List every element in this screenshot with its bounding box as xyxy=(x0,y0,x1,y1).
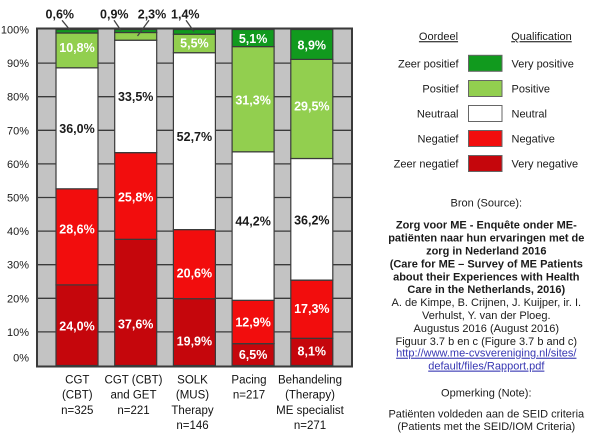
svg-text:33,5%: 33,5% xyxy=(118,90,153,104)
svg-text:20,6%: 20,6% xyxy=(177,266,212,280)
svg-text:0,6%: 0,6% xyxy=(46,7,75,21)
svg-text:Neutral: Neutral xyxy=(512,109,547,121)
svg-text:SOLK: SOLK xyxy=(177,375,208,387)
svg-text:36,2%: 36,2% xyxy=(294,213,329,227)
svg-text:1,4%: 1,4% xyxy=(171,7,200,21)
svg-text:patiënten naar hun ervaringen: patiënten naar hun ervaringen met de xyxy=(388,233,584,245)
svg-text:52,7%: 52,7% xyxy=(177,130,212,144)
svg-text:ME specialist: ME specialist xyxy=(276,405,345,417)
svg-text:Patiënten voldeden aan de SEID: Patiënten voldeden aan de SEID criteria xyxy=(388,409,585,421)
svg-text:31,3%: 31,3% xyxy=(235,93,270,107)
svg-text:Behandeling: Behandeling xyxy=(278,375,342,387)
svg-text:17,3%: 17,3% xyxy=(294,302,329,316)
svg-text:37,6%: 37,6% xyxy=(118,317,153,331)
svg-text:Negative: Negative xyxy=(512,134,555,146)
svg-text:5,5%: 5,5% xyxy=(180,36,209,50)
svg-text:70%: 70% xyxy=(7,125,29,137)
svg-text:10,8%: 10,8% xyxy=(59,41,94,55)
svg-text:CGT (CBT): CGT (CBT) xyxy=(105,375,163,387)
svg-text:http://www.me-cvsvereniging.nl: http://www.me-cvsvereniging.nl/sites/ xyxy=(396,348,577,360)
svg-text:30%: 30% xyxy=(7,260,29,272)
svg-text:28,6%: 28,6% xyxy=(59,222,94,236)
svg-text:Neutraal: Neutraal xyxy=(417,109,459,121)
svg-text:20%: 20% xyxy=(7,293,29,305)
svg-text:19,9%: 19,9% xyxy=(177,334,212,348)
svg-text:10%: 10% xyxy=(7,327,29,339)
svg-text:Positief: Positief xyxy=(422,84,459,96)
svg-text:Very negative: Very negative xyxy=(512,159,579,171)
svg-text:and GET: and GET xyxy=(110,390,156,402)
svg-text:(MUS): (MUS) xyxy=(176,390,209,402)
svg-text:Figuur 3.7 b en c (Figure 3.7: Figuur 3.7 b en c (Figure 3.7 b and c) xyxy=(395,336,577,348)
svg-text:2,3%: 2,3% xyxy=(138,7,167,21)
svg-text:Zeer negatief: Zeer negatief xyxy=(394,159,460,171)
svg-text:44,2%: 44,2% xyxy=(235,214,270,228)
svg-text:n=325: n=325 xyxy=(61,405,93,417)
svg-text:6,5%: 6,5% xyxy=(239,348,268,362)
svg-text:Therapy: Therapy xyxy=(171,405,213,417)
svg-text:Qualification: Qualification xyxy=(511,31,572,43)
svg-text:Opmerking (Note):: Opmerking (Note): xyxy=(441,387,531,399)
svg-text:29,5%: 29,5% xyxy=(294,99,329,113)
svg-text:zorg in Nederland 2016: zorg in Nederland 2016 xyxy=(426,246,546,258)
svg-text:90%: 90% xyxy=(7,58,29,70)
svg-text:n=217: n=217 xyxy=(233,390,265,402)
svg-text:about their Experiences with H: about their Experiences with Health xyxy=(393,271,580,283)
svg-text:Negatief: Negatief xyxy=(418,134,460,146)
svg-text:CGT: CGT xyxy=(65,375,89,387)
svg-text:24,0%: 24,0% xyxy=(59,319,94,333)
svg-text:5,1%: 5,1% xyxy=(239,32,268,46)
svg-text:12,9%: 12,9% xyxy=(235,316,270,330)
svg-text:default/files/Rapport.pdf: default/files/Rapport.pdf xyxy=(428,361,545,373)
svg-text:Pacing: Pacing xyxy=(231,375,266,387)
svg-text:n=271: n=271 xyxy=(294,420,326,432)
svg-text:25,8%: 25,8% xyxy=(118,190,153,204)
svg-text:0%: 0% xyxy=(13,353,29,365)
svg-text:60%: 60% xyxy=(7,159,29,171)
svg-text:(Therapy): (Therapy) xyxy=(285,390,335,402)
svg-text:50%: 50% xyxy=(7,193,29,205)
svg-text:(CBT): (CBT) xyxy=(62,390,93,402)
svg-text:(Patients met the SEID/IOM Cri: (Patients met the SEID/IOM Criteria) xyxy=(397,421,575,433)
svg-text:Verhulst, Y. van der Ploeg.: Verhulst, Y. van der Ploeg. xyxy=(422,310,551,322)
svg-text:40%: 40% xyxy=(7,226,29,238)
svg-text:A. de Kimpe, B. Crijnen, J. Ku: A. de Kimpe, B. Crijnen, J. Kuijper, ir.… xyxy=(392,297,582,309)
svg-text:Care in the Netherlands, 2016): Care in the Netherlands, 2016) xyxy=(407,284,565,296)
svg-text:0,9%: 0,9% xyxy=(100,7,129,21)
svg-text:Positive: Positive xyxy=(512,84,551,96)
svg-text:Bron (Source):: Bron (Source): xyxy=(451,198,523,210)
svg-text:100%: 100% xyxy=(1,25,29,37)
svg-text:80%: 80% xyxy=(7,92,29,104)
svg-text:Zeer positief: Zeer positief xyxy=(398,58,459,70)
svg-text:8,1%: 8,1% xyxy=(298,344,327,358)
svg-text:(Care for ME – Survey of ME Pa: (Care for ME – Survey of ME Patients xyxy=(390,258,583,270)
svg-text:n=146: n=146 xyxy=(176,420,208,432)
svg-text:Zorg voor ME - Enquête onder M: Zorg voor ME - Enquête onder ME- xyxy=(396,220,577,232)
svg-text:Augustus 2016 (August 2016): Augustus 2016 (August 2016) xyxy=(414,323,560,335)
svg-text:8,9%: 8,9% xyxy=(298,38,327,52)
svg-text:Oordeel: Oordeel xyxy=(419,31,458,43)
svg-text:36,0%: 36,0% xyxy=(59,122,94,136)
svg-text:n=221: n=221 xyxy=(117,405,149,417)
svg-text:Very positive: Very positive xyxy=(512,58,574,70)
